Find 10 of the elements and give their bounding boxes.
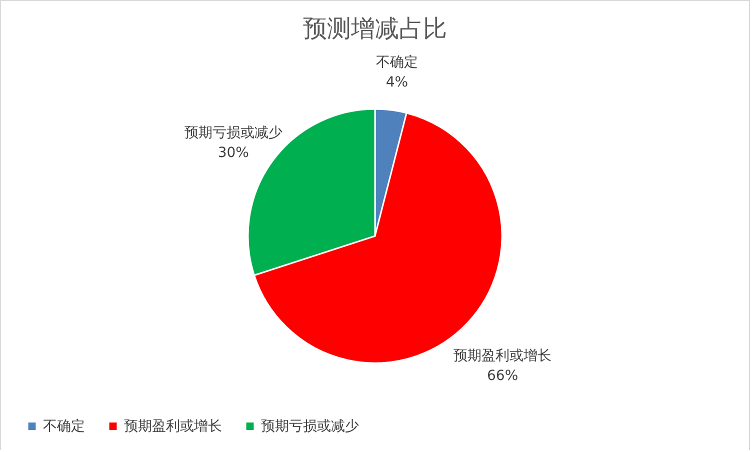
legend-label: 预期亏损或减少 xyxy=(261,418,359,434)
slice-label: 预期亏损或减少 xyxy=(184,125,282,142)
data-label: 4% xyxy=(386,74,408,90)
data-label: 30% xyxy=(218,145,249,162)
slice-label: 预期盈利或增长 xyxy=(454,348,552,364)
legend-label: 预期盈利或增长 xyxy=(124,418,222,434)
data-label: 66% xyxy=(487,368,518,384)
legend-label: 不确定 xyxy=(43,418,85,434)
chart-title: 预测增减占比 xyxy=(303,14,447,42)
slice-label: 不确定 xyxy=(376,54,418,70)
